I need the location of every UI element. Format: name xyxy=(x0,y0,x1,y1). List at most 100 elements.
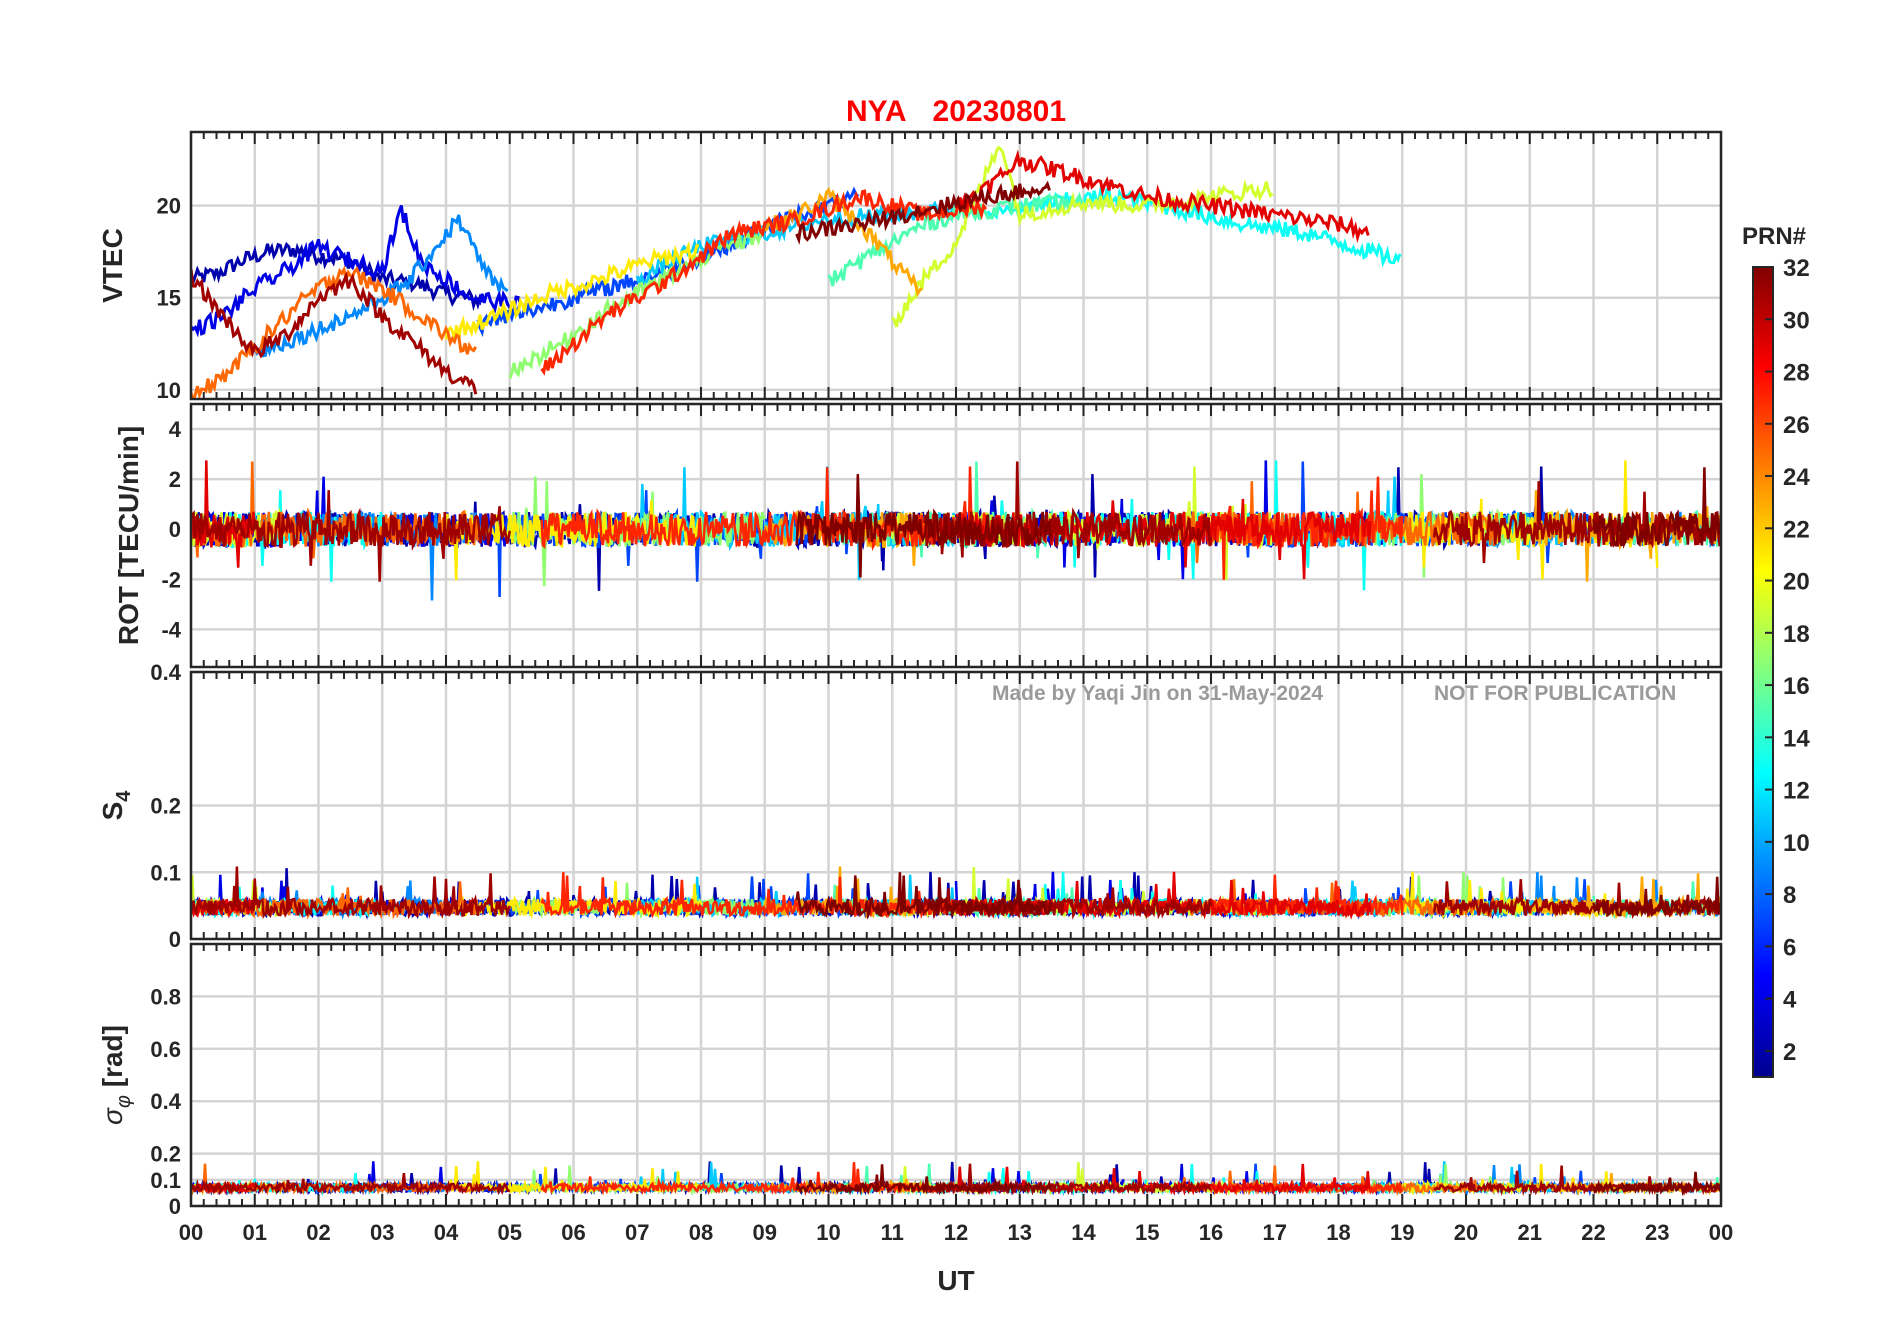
y-axis-labels: VTEC ROT [TECU/min] S4 σφ [rad] xyxy=(97,228,144,1125)
y-axis-label-s4: S4 xyxy=(97,790,135,821)
s4-line-prn-32 xyxy=(1592,876,1721,918)
series-prn-19 xyxy=(191,145,1277,1197)
y-tick-label-s4: 0.1 xyxy=(150,860,181,885)
rot-line-prn-31 xyxy=(191,490,512,582)
x-tick-label: 19 xyxy=(1390,1220,1414,1245)
y-tick-label-s4: 0.4 xyxy=(150,660,181,685)
colorbar-tick-label: 32 xyxy=(1783,255,1810,282)
x-tick-label: 20 xyxy=(1454,1220,1478,1245)
x-tick-label: 13 xyxy=(1008,1220,1032,1245)
rot-line-prn-32 xyxy=(1592,467,1721,549)
x-axis-label: UT xyxy=(937,1265,974,1296)
y-tick-label-sigma: 0.2 xyxy=(150,1142,181,1167)
colorbar-tick-label: 28 xyxy=(1783,360,1810,387)
x-tick-label: 02 xyxy=(306,1220,330,1245)
series-prn-25 xyxy=(191,265,1500,1197)
x-tick-label: 09 xyxy=(753,1220,777,1245)
y-axis-label-sigma: σφ [rad] xyxy=(97,1025,135,1125)
colorbar-tick-label: 24 xyxy=(1783,464,1810,491)
x-tick-label: 08 xyxy=(689,1220,713,1245)
sigma-line-prn-31 xyxy=(191,1172,510,1196)
chart-title: NYA 20230801 xyxy=(846,95,1066,128)
x-tick-label: 21 xyxy=(1518,1220,1542,1245)
sigma-line-prn-32 xyxy=(795,1164,1053,1196)
colorbar-tick-label: 16 xyxy=(1783,673,1810,700)
y-tick-label-sigma: 0.4 xyxy=(150,1089,181,1114)
vtec-line-prn-23 xyxy=(763,187,923,298)
x-tick-label: 07 xyxy=(625,1220,649,1245)
colorbar-tick-label: 10 xyxy=(1783,830,1810,857)
y-tick-label-sigma: 0.6 xyxy=(150,1037,181,1062)
series-prn-32 xyxy=(795,180,1721,1197)
rot-line-prn-32 xyxy=(795,474,1053,578)
x-tick-label: 11 xyxy=(881,1220,904,1245)
sigma-line-prn-31 xyxy=(922,1163,1212,1196)
s4-line-prn-31 xyxy=(191,866,511,920)
x-tick-label: 23 xyxy=(1645,1220,1669,1245)
y-tick-label-vtec: 20 xyxy=(157,194,181,219)
colorbar-tick-label: 8 xyxy=(1783,882,1796,909)
colorbar-tick-label: 4 xyxy=(1783,987,1797,1014)
watermark-not-for-publication: NOT FOR PUBLICATION xyxy=(1434,682,1676,705)
vtec-line-prn-27 xyxy=(540,189,988,376)
x-tick-label: 17 xyxy=(1263,1220,1287,1245)
y-tick-label-vtec: 15 xyxy=(157,286,181,311)
vtec-line-prn-2 xyxy=(191,241,484,312)
y-tick-label-sigma: 0 xyxy=(169,1194,181,1219)
vtec-line-prn-29 xyxy=(954,149,1370,244)
y-axis-label-rot: ROT [TECU/min] xyxy=(113,426,144,645)
y-tick-label-rot: 2 xyxy=(169,467,181,492)
vtec-line-prn-17 xyxy=(508,227,765,379)
colorbar-tick-label: 6 xyxy=(1783,934,1796,961)
vtec-line-prn-25 xyxy=(191,265,478,399)
x-tick-label: 06 xyxy=(561,1220,585,1245)
vtec-line-prn-31 xyxy=(191,268,478,395)
rot-line-prn-31 xyxy=(922,461,1213,559)
colorbar-tick-label: 26 xyxy=(1783,412,1810,439)
y-tick-label-rot: 0 xyxy=(169,517,181,542)
y-tick-label-s4: 0 xyxy=(169,927,181,952)
x-tick-label: 03 xyxy=(370,1220,394,1245)
colorbar-tick-label: 30 xyxy=(1783,307,1810,334)
colorbar-tick-label: 2 xyxy=(1783,1039,1796,1066)
vtec-line-prn-32 xyxy=(795,180,1051,245)
x-tick-label: 18 xyxy=(1326,1220,1350,1245)
sigma-line-prn-32 xyxy=(1592,1171,1721,1197)
y-tick-label-sigma: 0.1 xyxy=(150,1168,181,1193)
y-tick-label-sigma: 0.8 xyxy=(150,984,181,1009)
x-tick-label: 12 xyxy=(944,1220,968,1245)
vtec-line-prn-9 xyxy=(253,214,509,358)
s4-line-prn-29 xyxy=(954,871,1372,920)
vtec-line-prn-19 xyxy=(891,145,1274,328)
vtec-line-prn-21 xyxy=(444,241,700,340)
x-tick-label: 16 xyxy=(1199,1220,1223,1245)
colorbar-tick-label: 22 xyxy=(1783,516,1810,543)
s4-line-prn-32 xyxy=(795,872,1053,920)
x-tick-label: 22 xyxy=(1581,1220,1605,1245)
watermark-made-by: Made by Yaqi Jin on 31-May-2024 xyxy=(992,682,1323,705)
y-tick-label-rot: 4 xyxy=(169,417,182,442)
x-tick-label: 15 xyxy=(1135,1220,1159,1245)
tick-labels: 101520-4-202400.10.20.400.10.20.40.60.80… xyxy=(150,194,1733,1245)
x-tick-label: 01 xyxy=(243,1220,267,1245)
colorbar-title: PRN# xyxy=(1742,223,1806,250)
y-tick-label-s4: 0.2 xyxy=(150,794,181,819)
x-tick-label: 00 xyxy=(179,1220,203,1245)
colorbar-tick-label: 14 xyxy=(1783,725,1810,752)
x-tick-label: 00 xyxy=(1709,1220,1733,1245)
data-series xyxy=(191,145,1721,1197)
x-tick-label: 10 xyxy=(816,1220,840,1245)
s4-line-prn-31 xyxy=(1432,879,1721,920)
colorbar-tick-label: 20 xyxy=(1783,569,1810,596)
colorbar-tick-label: 12 xyxy=(1783,778,1810,805)
vtec-line-prn-4 xyxy=(191,204,522,338)
title-date: 20230801 xyxy=(933,95,1066,128)
y-tick-label-rot: -2 xyxy=(161,567,181,592)
colorbar-tick-label: 18 xyxy=(1783,621,1810,648)
axes-frames xyxy=(189,130,1723,1208)
x-tick-label: 04 xyxy=(434,1220,459,1245)
rot-line-prn-27 xyxy=(540,466,990,552)
y-tick-label-vtec: 10 xyxy=(157,378,181,403)
